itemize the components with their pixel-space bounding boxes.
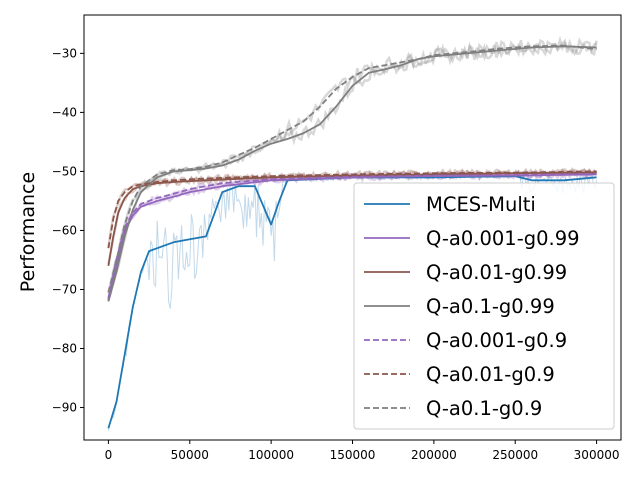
series-line-q-a0-1-g0-99 bbox=[107, 45, 597, 302]
series-line-q-a0-01-g0-99 bbox=[107, 171, 597, 267]
series-line-q-a0-1-g0-9 bbox=[107, 44, 597, 293]
y-axis-label: Performance bbox=[17, 172, 39, 292]
x-tick-label: 200000 bbox=[411, 448, 457, 462]
legend: MCES-Multi Q-a0.001-g0.99 Q-a0.01-g0.99 Q-a… bbox=[353, 182, 615, 430]
series-line-q-a0-001-g0-9 bbox=[107, 172, 597, 299]
y-tick-label: −30 bbox=[52, 46, 77, 60]
series-line-q-a0-01-g0-9 bbox=[107, 170, 597, 249]
series-layer bbox=[107, 44, 597, 429]
x-tick-label: 300000 bbox=[574, 448, 620, 462]
y-tick-label: −40 bbox=[52, 105, 77, 119]
legend-label-q-a0-1-g0-9: Q-a0.1-g0.9 bbox=[426, 397, 542, 420]
y-tick-label: −90 bbox=[52, 401, 77, 415]
series-line-mces-multi bbox=[107, 175, 597, 429]
legend-label-mces-multi: MCES-Multi bbox=[426, 193, 536, 216]
legend-label-q-a0-1-g0-99: Q-a0.1-g0.99 bbox=[426, 295, 555, 318]
legend-label-q-a0-01-g0-9: Q-a0.01-g0.9 bbox=[426, 363, 555, 386]
x-tick-label: 0 bbox=[105, 448, 113, 462]
y-tick-label: −70 bbox=[52, 282, 77, 296]
x-axis: 0 50000 100000 150000 200000 250000 300000 bbox=[105, 440, 620, 462]
legend-label-q-a0-001-g0-99: Q-a0.001-g0.99 bbox=[426, 227, 580, 250]
legend-label-q-a0-01-g0-99: Q-a0.01-g0.99 bbox=[426, 261, 567, 284]
x-tick-label: 250000 bbox=[492, 448, 538, 462]
y-tick-label: −60 bbox=[52, 223, 77, 237]
x-tick-label: 150000 bbox=[330, 448, 376, 462]
y-tick-label: −50 bbox=[52, 164, 77, 178]
x-tick-label: 100000 bbox=[248, 448, 294, 462]
x-tick-label: 50000 bbox=[171, 448, 209, 462]
y-tick-label: −80 bbox=[52, 342, 77, 356]
y-axis: −90 −80 −70 −60 −50 −40 −30 bbox=[52, 46, 84, 415]
legend-box bbox=[353, 182, 615, 430]
legend-label-q-a0-001-g0-9: Q-a0.001-g0.9 bbox=[426, 329, 567, 352]
